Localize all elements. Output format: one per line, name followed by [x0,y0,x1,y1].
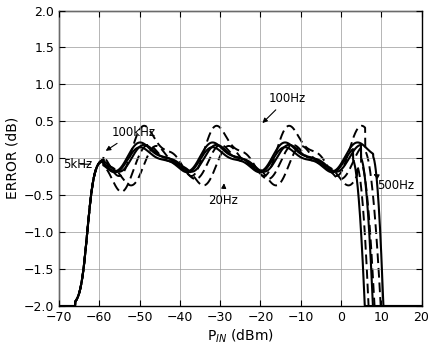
Text: 5kHz: 5kHz [63,158,92,171]
Text: 100Hz: 100Hz [263,92,305,122]
Y-axis label: ERROR (dB): ERROR (dB) [6,117,20,199]
Text: 100kHz: 100kHz [106,126,155,150]
Text: 20Hz: 20Hz [207,185,237,207]
X-axis label: P$_{IN}$ (dBm): P$_{IN}$ (dBm) [207,328,273,345]
Text: 500Hz: 500Hz [374,175,413,192]
